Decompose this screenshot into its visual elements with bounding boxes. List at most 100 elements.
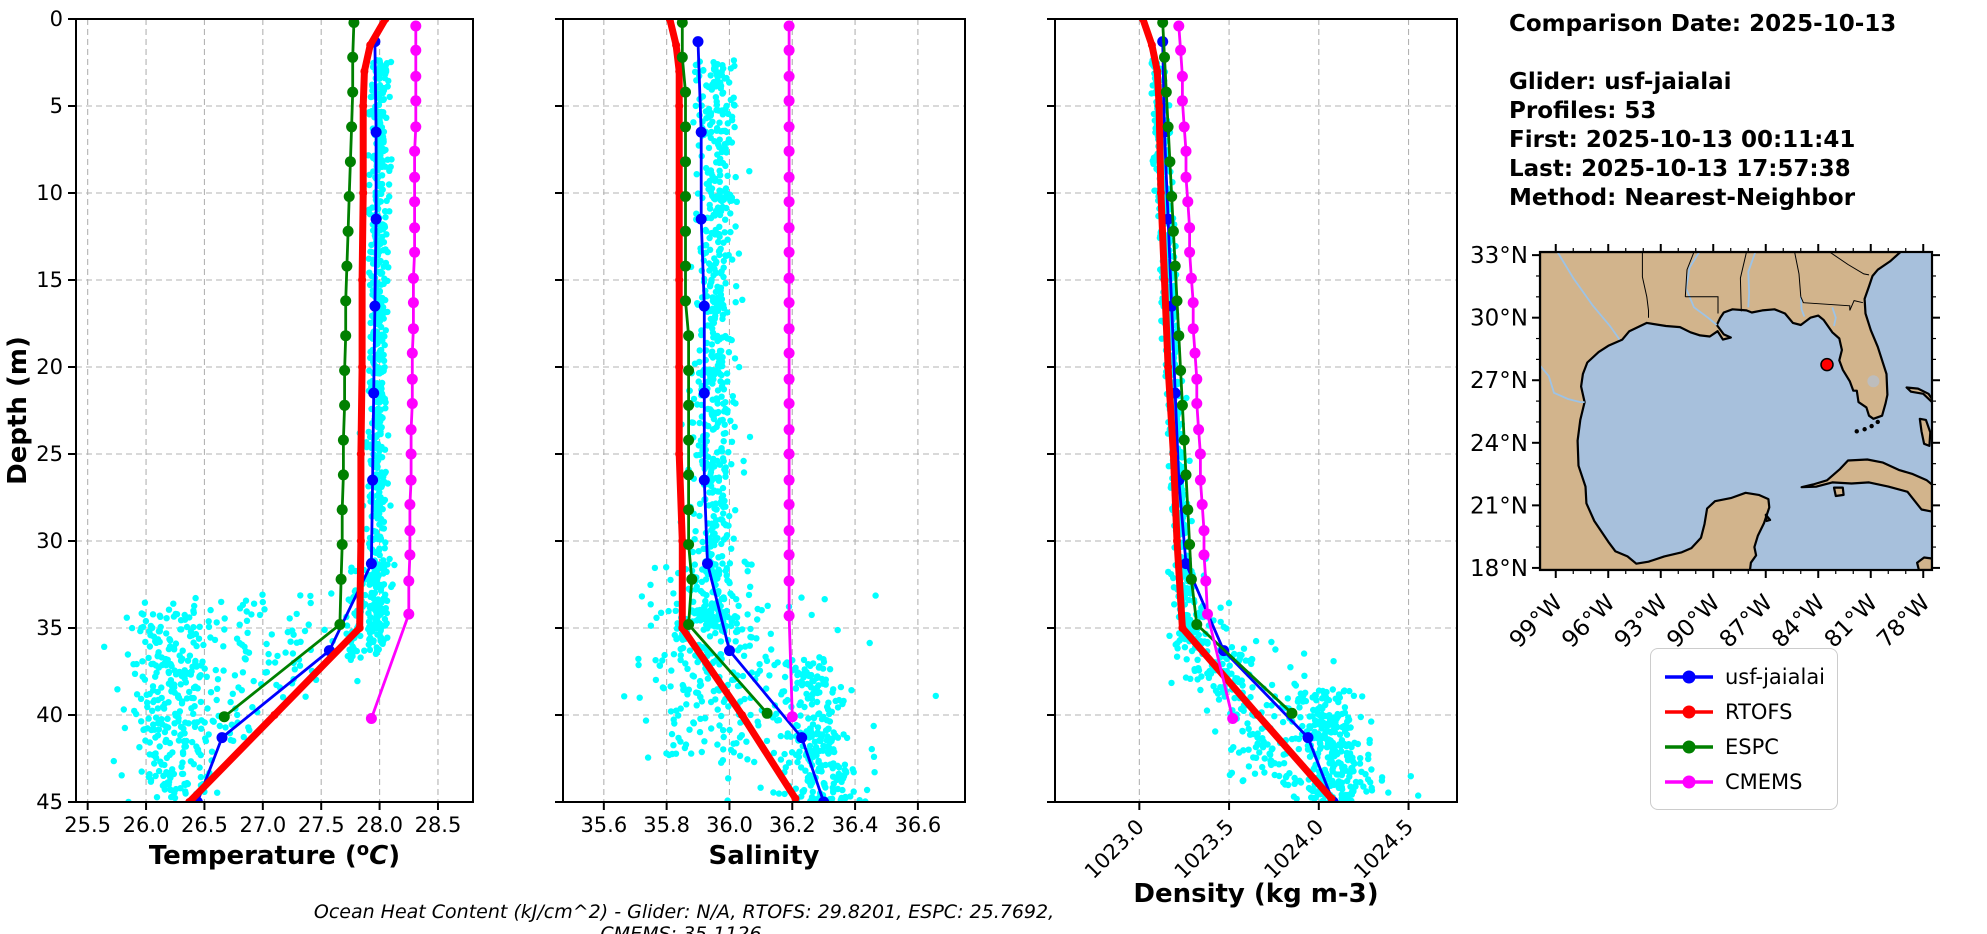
state-border-line [1739, 252, 1747, 312]
legend-label: CMEMS [1725, 769, 1803, 794]
ocean-heat-content-caption: Ocean Heat Content (kJ/cm^2) - Glider: N… [313, 901, 1055, 934]
x-tick-label: 35.6 [580, 813, 627, 837]
map-lat-label: 21°N [1470, 493, 1528, 519]
map-lon-label: 90°W [1662, 590, 1725, 653]
comparison-date-text: Comparison Date: 2025-10-13 [1509, 11, 1897, 37]
y-tick-label: 45 [36, 790, 63, 814]
x-tick-label: 28.5 [415, 813, 462, 837]
y-tick-label: 5 [50, 94, 63, 118]
x-tick-label: 26.5 [181, 813, 228, 837]
legend-line-marker-icon [1665, 775, 1713, 788]
legend-item-cmems: CMEMS [1663, 764, 1831, 799]
series-rtofs [185, 19, 390, 802]
last-profile-time-text: Last: 2025-10-13 17:57:38 [1509, 156, 1851, 182]
x-tick-label: 36.6 [895, 813, 942, 837]
x-tick-label: 35.8 [643, 813, 690, 837]
lake-okeechobee [1867, 375, 1880, 388]
florida-keys-island [1875, 419, 1880, 425]
x-tick-label: 36.2 [769, 813, 816, 837]
x-tick-label: 36.0 [706, 813, 753, 837]
map-lon-label: 93°W [1610, 590, 1673, 653]
series-usf-jaialai [191, 36, 382, 802]
y-tick-label: 40 [36, 703, 63, 727]
profiles-count-text: Profiles: 53 [1509, 98, 1657, 124]
info-panel: Comparison Date: 2025-10-13 Glider: usf-… [1509, 10, 1896, 213]
state-border-line [1684, 252, 1695, 297]
state-border-line [1794, 252, 1802, 297]
land-polygon [1800, 458, 1932, 513]
map-lon-label: 81°W [1820, 590, 1883, 653]
x-tick-label: 1023.5 [1170, 815, 1239, 884]
map-lon-label: 78°W [1872, 590, 1935, 653]
series-cmems [365, 20, 422, 724]
y-tick-label: 20 [36, 355, 63, 379]
map-lon-label: 99°W [1505, 590, 1568, 653]
legend-label: RTOFS [1725, 699, 1793, 724]
y-tick-label: 30 [36, 529, 63, 553]
x-tick-label: 25.5 [64, 813, 111, 837]
first-profile-time-text: First: 2025-10-13 00:11:41 [1509, 127, 1856, 153]
y-tick-label: 15 [36, 268, 63, 292]
land-polygon [1540, 252, 1902, 570]
method-text: Method: Nearest-Neighbor [1509, 185, 1856, 211]
series-cmems [1173, 20, 1239, 724]
land-polygon [1832, 486, 1845, 498]
land-polygon [1916, 556, 1932, 570]
x-tick-label: 27.5 [298, 813, 345, 837]
glider-location-marker [1820, 357, 1834, 372]
florida-keys-island [1862, 427, 1867, 432]
y-tick-label: 25 [36, 442, 63, 466]
series-espc [218, 19, 360, 723]
river-line [1540, 365, 1585, 403]
land-polygon [1918, 417, 1932, 447]
state-border-line [1829, 252, 1870, 276]
map-lon-label: 96°W [1557, 590, 1620, 653]
florida-keys-island [1869, 423, 1874, 429]
legend-line-marker-icon [1665, 670, 1713, 683]
y-tick-label: 10 [36, 181, 63, 205]
series-usf-jaialai [692, 36, 830, 802]
state-border-line [1800, 296, 1864, 311]
x-axis-title: Salinity [709, 841, 820, 871]
map-lat-label: 27°N [1470, 368, 1528, 394]
legend-line-marker-icon [1665, 740, 1713, 753]
x-axis-title: Temperature (oC) [149, 839, 400, 871]
legend: usf-jaialai RTOFS ESPC CMEMS [1650, 648, 1838, 810]
series-espc [676, 19, 773, 719]
map-lat-label: 33°N [1470, 243, 1528, 269]
x-axis-title: Density (kg m-3) [1133, 879, 1378, 909]
x-tick-label: 36.4 [832, 813, 879, 837]
river-line [1831, 307, 1837, 327]
land-polygon [1905, 386, 1932, 404]
y-tick-label: 0 [50, 7, 63, 31]
info-spacer [1509, 39, 1896, 68]
glider-raw-scatter [621, 57, 939, 802]
legend-label: ESPC [1725, 734, 1779, 759]
x-tick-label: 1024.0 [1259, 815, 1328, 884]
temperature-plot: 25.5 26.0 26.5 27.0 27.5 28.0 28.5 0 5 10 15 20 25 30… [3, 7, 474, 871]
map-lat-label: 24°N [1470, 431, 1528, 457]
series-cmems [783, 20, 798, 723]
salinity-plot: 35.6 35.8 36.0 36.2 36.4 36.6 Salinity [555, 18, 966, 871]
x-tick-label: 1024.5 [1349, 815, 1418, 884]
y-axis-title: Depth (m) [3, 336, 33, 485]
state-border-line [1685, 296, 1719, 314]
river-line [1556, 252, 1621, 341]
state-border-line [1641, 252, 1649, 318]
legend-label: usf-jaialai [1725, 664, 1826, 689]
map-lat-label: 18°N [1470, 556, 1528, 582]
legend-line-marker-icon [1665, 705, 1713, 718]
series-espc [1157, 19, 1298, 719]
x-tick-label: 26.0 [123, 813, 170, 837]
map-lat-label: 30°N [1470, 306, 1528, 332]
legend-item-usf-jaialai: usf-jaialai [1663, 659, 1831, 694]
river-line [1747, 252, 1757, 308]
florida-keys-island [1854, 429, 1859, 434]
series-rtofs [1138, 19, 1336, 802]
river-line [1799, 296, 1806, 317]
y-tick-label: 35 [36, 616, 63, 640]
gulf-of-mexico-map: 33°N 30°N 27°N 24°N 21°N 18°N 99°W96°W93°W90°W… [1470, 243, 1940, 653]
legend-item-espc: ESPC [1663, 729, 1831, 764]
